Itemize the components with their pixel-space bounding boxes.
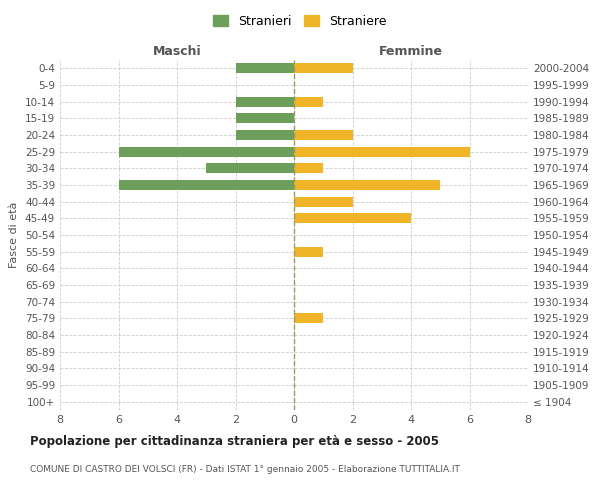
Bar bbox=[119, 146, 294, 156]
Y-axis label: Anni di nascita: Anni di nascita bbox=[599, 194, 600, 276]
Bar bbox=[294, 130, 353, 140]
Bar bbox=[206, 164, 294, 173]
Legend: Stranieri, Straniere: Stranieri, Straniere bbox=[209, 11, 391, 32]
Bar bbox=[235, 130, 294, 140]
Bar bbox=[294, 314, 323, 324]
Bar bbox=[235, 96, 294, 106]
Bar bbox=[294, 196, 353, 206]
Bar bbox=[294, 64, 353, 74]
Text: Maschi: Maschi bbox=[152, 44, 202, 58]
Bar bbox=[294, 180, 440, 190]
Bar bbox=[119, 180, 294, 190]
Bar bbox=[294, 146, 470, 156]
Y-axis label: Fasce di età: Fasce di età bbox=[10, 202, 19, 268]
Bar bbox=[294, 96, 323, 106]
Bar bbox=[294, 164, 323, 173]
Text: Popolazione per cittadinanza straniera per età e sesso - 2005: Popolazione per cittadinanza straniera p… bbox=[30, 435, 439, 448]
Bar bbox=[294, 214, 411, 224]
Bar bbox=[235, 114, 294, 124]
Text: Femmine: Femmine bbox=[379, 44, 443, 58]
Text: COMUNE DI CASTRO DEI VOLSCI (FR) - Dati ISTAT 1° gennaio 2005 - Elaborazione TUT: COMUNE DI CASTRO DEI VOLSCI (FR) - Dati … bbox=[30, 465, 460, 474]
Bar bbox=[294, 246, 323, 256]
Bar bbox=[235, 64, 294, 74]
